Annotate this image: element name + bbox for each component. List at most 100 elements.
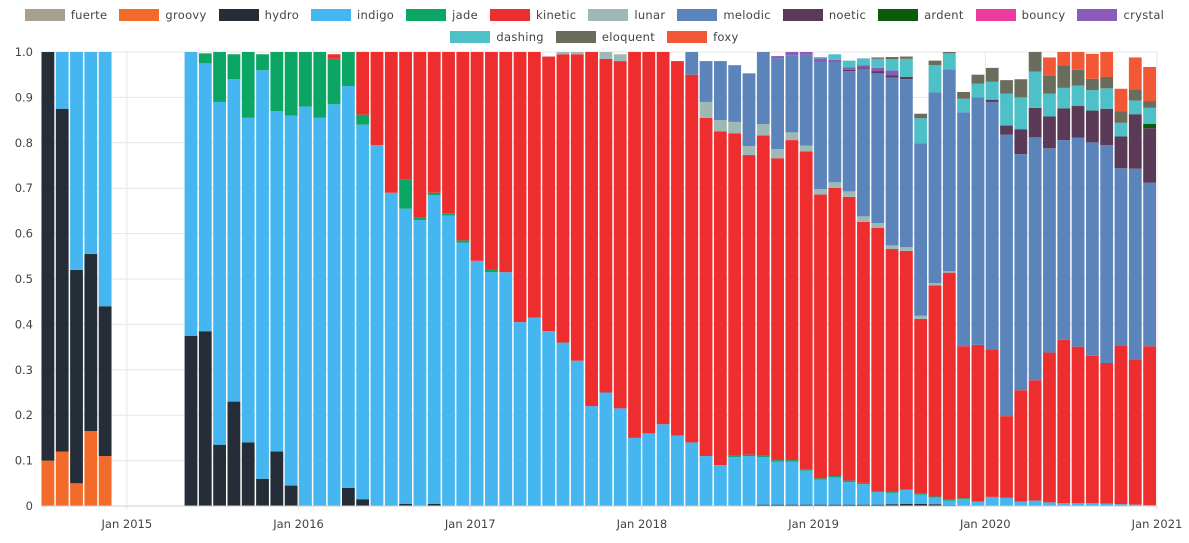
bar-segment-groovy-2014-07[interactable] bbox=[41, 460, 55, 506]
bar-segment-kinetic-2020-07[interactable] bbox=[1071, 346, 1085, 504]
bar-segment-dashing-2020-09[interactable] bbox=[1100, 88, 1114, 109]
legend-item-ardent[interactable]: ardent bbox=[878, 8, 964, 22]
bar-segment-lunar-2017-10[interactable] bbox=[599, 52, 613, 59]
legend-item-crystal[interactable]: crystal bbox=[1077, 8, 1164, 22]
bar-segment-jade-2016-10[interactable] bbox=[427, 192, 441, 196]
bar-segment-kinetic-2018-12[interactable] bbox=[799, 151, 813, 470]
bar-segment-jade-2015-10[interactable] bbox=[256, 54, 269, 71]
bar-segment-indigo-2017-04[interactable] bbox=[513, 322, 527, 506]
bar-segment-indigo-2020-02[interactable] bbox=[1000, 497, 1013, 506]
bar-segment-indigo-2020-05[interactable] bbox=[1043, 502, 1056, 506]
bar-segment-noetic-2019-07[interactable] bbox=[899, 76, 913, 80]
bar-segment-ardent-2020-12[interactable] bbox=[1143, 123, 1156, 129]
bar-segment-noetic-2020-08[interactable] bbox=[1085, 110, 1099, 143]
bar-segment-indigo-2020-01[interactable] bbox=[985, 496, 999, 506]
bar-segment-indigo-2016-12[interactable] bbox=[456, 242, 470, 506]
bar-segment-melodic-2018-10[interactable] bbox=[771, 58, 784, 150]
bar-segment-eloquent-2020-03[interactable] bbox=[1014, 79, 1028, 98]
bar-segment-noetic-2020-05[interactable] bbox=[1043, 116, 1056, 149]
bar-segment-dashing-2019-08[interactable] bbox=[914, 118, 928, 144]
bar-segment-indigo-2017-05[interactable] bbox=[527, 317, 541, 506]
bar-segment-kinetic-2019-10[interactable] bbox=[942, 272, 956, 500]
bar-segment-dashing-2019-09[interactable] bbox=[928, 65, 942, 93]
bar-segment-jade-2019-04[interactable] bbox=[857, 482, 870, 485]
bar-segment-crystal-2018-10[interactable] bbox=[771, 56, 784, 59]
bar-segment-indigo-2015-11[interactable] bbox=[270, 111, 284, 452]
bar-segment-eloquent-2020-11[interactable] bbox=[1128, 89, 1142, 101]
bar-segment-dashing-2020-06[interactable] bbox=[1057, 87, 1071, 109]
bar-segment-hydro-2015-12[interactable] bbox=[284, 485, 298, 506]
bar-segment-melodic-2020-03[interactable] bbox=[1014, 154, 1028, 391]
bar-segment-indigo-2016-06[interactable] bbox=[370, 145, 384, 506]
bar-segment-melodic-2019-08[interactable] bbox=[914, 143, 928, 316]
bar-segment-indigo-2015-05[interactable] bbox=[184, 52, 198, 336]
bar-segment-hydro-2014-08[interactable] bbox=[55, 108, 69, 452]
bar-segment-kinetic-2018-11[interactable] bbox=[785, 140, 799, 461]
bar-segment-lunar-2018-12[interactable] bbox=[799, 145, 813, 152]
bar-segment-noetic-2020-10[interactable] bbox=[1114, 136, 1128, 169]
bar-segment-kinetic-2018-04[interactable] bbox=[685, 74, 699, 443]
legend-item-jade[interactable]: jade bbox=[406, 8, 478, 22]
bar-segment-kinetic-2016-12[interactable] bbox=[456, 52, 470, 241]
bar-segment-indigo-2018-07[interactable] bbox=[728, 456, 742, 506]
bar-segment-dashing-2020-10[interactable] bbox=[1114, 122, 1128, 137]
bar-segment-noetic-2020-01[interactable] bbox=[985, 99, 999, 102]
bar-segment-jade-2019-09[interactable] bbox=[928, 496, 942, 498]
bar-segment-melodic-2018-07[interactable] bbox=[728, 65, 742, 122]
bar-segment-kinetic-2018-05[interactable] bbox=[699, 117, 713, 457]
bar-segment-dashing-2019-06[interactable] bbox=[885, 59, 899, 71]
bar-segment-groovy-2014-11[interactable] bbox=[98, 456, 112, 506]
bar-segment-hydro-2019-02[interactable] bbox=[828, 504, 842, 506]
bar-segment-melodic-2019-09[interactable] bbox=[928, 92, 942, 284]
bar-segment-hydro-2016-04[interactable] bbox=[341, 487, 355, 506]
bar-segment-indigo-2019-09[interactable] bbox=[928, 497, 942, 505]
bar-segment-lunar-2019-05[interactable] bbox=[871, 223, 885, 228]
bar-segment-dashing-2020-05[interactable] bbox=[1043, 93, 1056, 117]
bar-segment-kinetic-2017-12[interactable] bbox=[628, 52, 641, 438]
bar-segment-hydro-2018-12[interactable] bbox=[799, 504, 813, 506]
bar-segment-kinetic-2016-03[interactable] bbox=[327, 54, 341, 59]
bar-segment-kinetic-2019-02[interactable] bbox=[828, 187, 842, 477]
bar-segment-kinetic-2019-08[interactable] bbox=[914, 318, 928, 494]
bar-segment-foxy-2020-11[interactable] bbox=[1128, 57, 1142, 90]
bar-segment-indigo-2020-03[interactable] bbox=[1014, 501, 1028, 506]
legend-item-dashing[interactable]: dashing bbox=[450, 30, 544, 44]
bar-segment-dashing-2019-10[interactable] bbox=[942, 53, 956, 70]
bar-segment-kinetic-2019-11[interactable] bbox=[957, 346, 970, 499]
legend-item-noetic[interactable]: noetic bbox=[782, 8, 866, 22]
bar-segment-indigo-2020-09[interactable] bbox=[1100, 503, 1114, 506]
legend-item-lunar[interactable]: lunar bbox=[588, 8, 665, 22]
bar-segment-kinetic-2020-01[interactable] bbox=[985, 349, 999, 497]
legend-item-groovy[interactable]: groovy bbox=[119, 8, 206, 22]
bar-segment-indigo-2017-06[interactable] bbox=[542, 331, 556, 506]
bar-segment-foxy-2020-07[interactable] bbox=[1071, 52, 1085, 70]
bar-segment-dashing-2019-01[interactable] bbox=[814, 56, 827, 59]
bar-segment-kinetic-2016-08[interactable] bbox=[399, 52, 412, 180]
bar-segment-kinetic-2016-10[interactable] bbox=[427, 52, 441, 193]
bar-segment-indigo-2016-05[interactable] bbox=[356, 124, 370, 500]
bar-segment-melodic-2018-09[interactable] bbox=[756, 52, 770, 125]
bar-segment-jade-2016-05[interactable] bbox=[356, 114, 370, 125]
bar-segment-melodic-2020-05[interactable] bbox=[1043, 148, 1056, 353]
bar-segment-kinetic-2017-10[interactable] bbox=[599, 58, 613, 393]
bar-segment-eloquent-2019-08[interactable] bbox=[914, 113, 928, 119]
bar-segment-lunar-2018-09[interactable] bbox=[756, 124, 770, 136]
bar-segment-lunar-2018-05[interactable] bbox=[699, 101, 713, 118]
bar-segment-indigo-2017-01[interactable] bbox=[470, 260, 484, 506]
bar-segment-noetic-2019-06[interactable] bbox=[885, 75, 899, 78]
bar-segment-jade-2019-02[interactable] bbox=[828, 476, 842, 478]
bar-segment-lunar-2019-06[interactable] bbox=[885, 245, 899, 250]
bar-segment-kinetic-2020-03[interactable] bbox=[1014, 390, 1028, 502]
bar-segment-hydro-2014-10[interactable] bbox=[84, 254, 98, 432]
bar-segment-hydro-2016-10[interactable] bbox=[427, 503, 441, 506]
bar-segment-lunar-2019-08[interactable] bbox=[914, 315, 928, 319]
bar-segment-eloquent-2020-01[interactable] bbox=[985, 67, 999, 82]
bar-segment-kinetic-2019-04[interactable] bbox=[857, 221, 870, 483]
bar-segment-indigo-2019-03[interactable] bbox=[842, 481, 856, 505]
bar-segment-dashing-2020-07[interactable] bbox=[1071, 85, 1085, 107]
bar-segment-lunar-2019-07[interactable] bbox=[899, 247, 913, 251]
bar-segment-kinetic-2017-06[interactable] bbox=[542, 56, 556, 332]
bar-segment-jade-2018-07[interactable] bbox=[728, 455, 742, 457]
bar-segment-kinetic-2019-12[interactable] bbox=[971, 344, 985, 502]
bar-segment-indigo-2019-07[interactable] bbox=[899, 490, 913, 504]
